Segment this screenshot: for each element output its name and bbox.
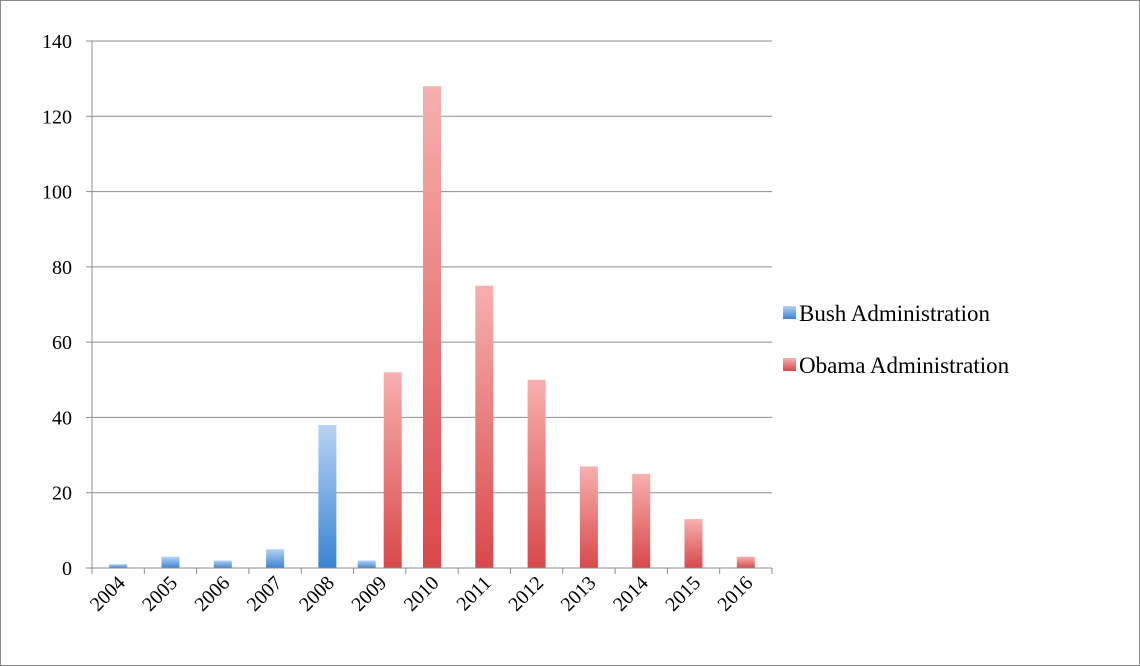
axes (86, 40, 773, 574)
legend-label-2: Obama Administration (799, 353, 1010, 378)
bar-bush-administration-2009 (357, 560, 376, 568)
y-tick-label: 60 (52, 332, 72, 354)
y-tick-label: 80 (52, 257, 72, 279)
bar-obama-administration-2011 (475, 285, 494, 568)
bar-obama-administration-2016 (736, 556, 755, 568)
x-tick-label: 2005 (138, 572, 182, 616)
y-tick-label: 20 (52, 483, 72, 505)
bar-bush-administration-2007 (266, 549, 285, 568)
y-tick-label: 140 (42, 31, 72, 53)
x-tick-labels: 2004 2005 2006 2007 2008 2009 2010 2011 2012 2013… (86, 572, 758, 616)
x-tick-label: 2009 (347, 572, 391, 616)
bar-obama-administration-2015 (684, 519, 703, 568)
bar-bush-administration-2004 (109, 564, 128, 568)
x-tick-label: 2014 (609, 572, 653, 616)
x-tick-label: 2016 (714, 572, 758, 616)
x-tick-label: 2015 (661, 572, 705, 616)
legend-swatch-2 (783, 358, 796, 371)
bar-bush-administration-2005 (161, 556, 180, 568)
x-tick-label: 2007 (243, 572, 287, 616)
bar-obama-administration-2013 (579, 466, 598, 568)
x-tick-label: 2010 (400, 572, 444, 616)
y-tick-label: 0 (62, 558, 72, 580)
bar-obama-administration-2014 (632, 473, 651, 568)
legend-label-1: Bush Administration (799, 301, 991, 326)
bar-bush-administration-2008 (318, 425, 337, 568)
bar-obama-administration-2012 (527, 379, 546, 568)
y-tick-label: 40 (52, 407, 72, 429)
x-tick-label: 2013 (557, 572, 601, 616)
x-tick-label: 2011 (453, 572, 496, 615)
bars (109, 86, 755, 568)
x-tick-label: 2004 (86, 572, 130, 616)
bar-obama-administration-2009 (383, 372, 402, 568)
y-tick-labels: 0 20 40 60 80 100 120 140 (42, 31, 72, 580)
x-tick-label: 2012 (504, 572, 548, 616)
legend-swatch-1 (783, 306, 796, 319)
x-tick-label: 2006 (190, 572, 234, 616)
legend: Bush Administration Obama Administration (783, 301, 1010, 378)
y-tick-label: 120 (42, 106, 72, 128)
y-tick-label: 100 (42, 182, 72, 204)
x-tick-label: 2008 (295, 572, 339, 616)
bar-obama-administration-2010 (423, 86, 441, 568)
bar-bush-administration-2006 (213, 560, 232, 568)
